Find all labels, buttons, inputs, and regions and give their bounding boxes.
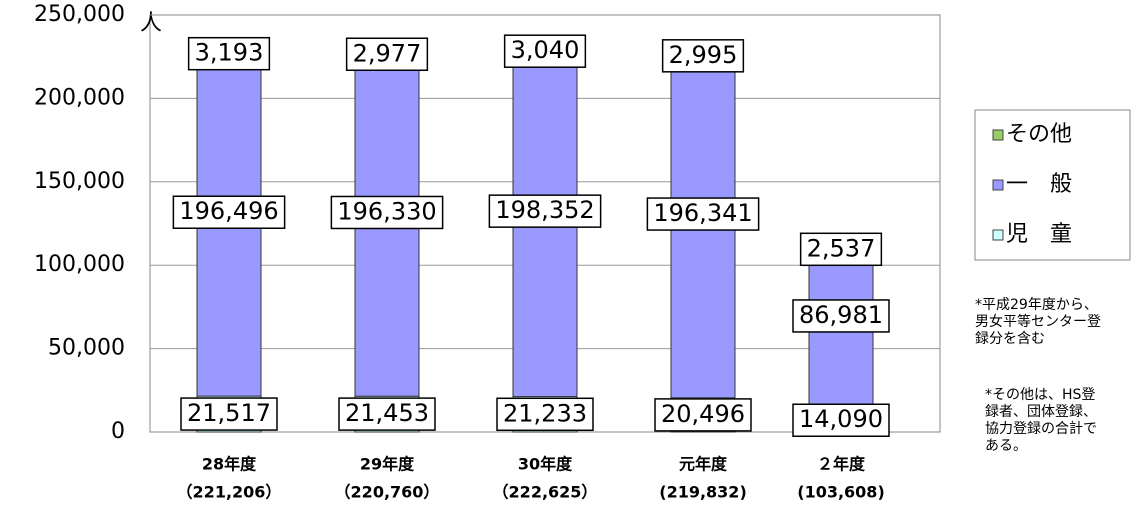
bar-segment [196, 67, 262, 397]
value-label-box [187, 36, 271, 71]
legend-label: 児 童 [1006, 222, 1072, 247]
value-label-box [496, 397, 594, 432]
bar-segment [354, 68, 420, 397]
value-label: 20,496 [661, 400, 745, 428]
value-label-box [792, 299, 890, 333]
value-label-box [172, 195, 286, 229]
x-tick-label: (219,832) [659, 483, 747, 502]
value-label: 3,193 [195, 39, 264, 67]
value-label-box [345, 37, 429, 72]
note: 男女平等センター登 [975, 313, 1101, 330]
x-tick-label: 28年度 [202, 455, 257, 474]
value-label: 21,453 [345, 399, 429, 427]
x-tick-label: 元年度 [679, 455, 728, 474]
value-label-box [792, 403, 890, 437]
value-label-box [503, 34, 587, 68]
legend-swatch [992, 129, 1004, 141]
value-label: 2,977 [353, 39, 422, 67]
value-label-box [661, 39, 745, 73]
legend-label: 一 般 [1006, 172, 1072, 197]
bar-segment [808, 262, 874, 409]
value-label: 86,981 [799, 301, 883, 329]
value-label-box [180, 397, 278, 431]
value-label: 21,233 [503, 399, 587, 427]
legend-swatch [992, 179, 1004, 191]
note: *その他は、HS登 [985, 387, 1095, 403]
x-tick-label: (103,608) [797, 483, 885, 502]
value-label-box [654, 398, 752, 432]
unit-label: 人 [140, 11, 162, 36]
value-label-box [330, 195, 444, 230]
value-label: 2,995 [669, 41, 738, 69]
value-label: 196,341 [653, 199, 752, 227]
value-label-box [646, 197, 760, 231]
value-label-box [338, 397, 436, 431]
value-label: 3,040 [511, 36, 580, 64]
y-tick-label: 50,000 [48, 336, 125, 361]
value-label: 14,090 [799, 405, 883, 433]
y-tick-label: 250,000 [34, 2, 125, 27]
value-label: 2,537 [807, 234, 876, 262]
y-tick-label: 0 [111, 419, 125, 444]
x-tick-label: （222,625） [493, 483, 598, 502]
x-tick-label: 29年度 [360, 455, 415, 474]
legend-swatch [992, 229, 1004, 241]
value-label-box [488, 194, 602, 228]
note: 録者、団体登録、 [985, 404, 1097, 420]
y-tick-label: 200,000 [34, 85, 125, 110]
note: 協力登録の合計で [985, 421, 1097, 437]
legend-label: その他 [1006, 122, 1072, 147]
y-tick-label: 150,000 [34, 169, 125, 194]
y-tick-label: 100,000 [34, 252, 125, 277]
x-tick-label: （220,760） [335, 483, 440, 502]
note: *平成29年度から、 [975, 297, 1098, 313]
value-label: 198,352 [495, 196, 594, 224]
note: ある。 [985, 438, 1027, 454]
bar-segment [670, 69, 736, 399]
note: 録分を含む [975, 331, 1045, 347]
value-label: 21,517 [187, 399, 271, 427]
x-tick-label: 30年度 [518, 455, 573, 474]
x-tick-label: ２年度 [817, 455, 866, 474]
bar-segment [512, 65, 578, 398]
value-label: 196,330 [337, 197, 436, 225]
value-label-box [799, 232, 883, 267]
x-tick-label: （221,206） [177, 483, 282, 502]
value-label: 196,496 [179, 197, 278, 225]
